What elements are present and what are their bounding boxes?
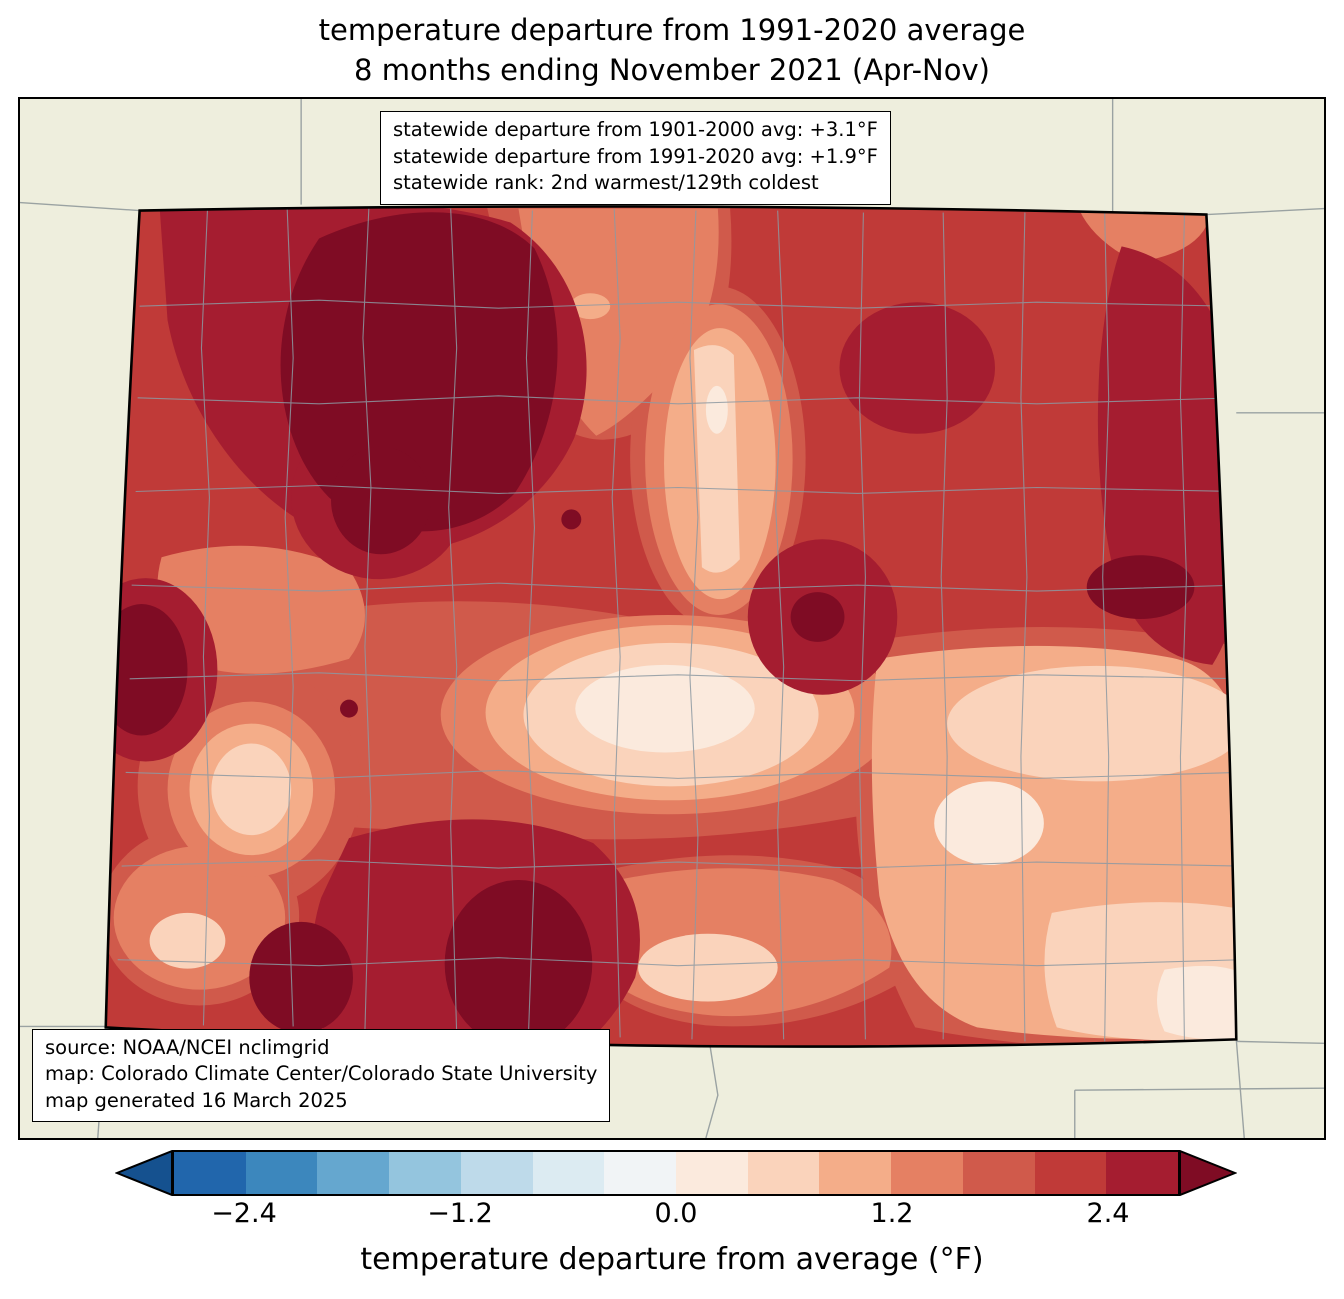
colorbar-segment	[389, 1152, 461, 1194]
contour-blob	[570, 293, 611, 320]
colorbar-segment	[532, 1152, 605, 1194]
map-frame: statewide departure from 1901-2000 avg: …	[18, 97, 1326, 1140]
contour-blob	[444, 879, 593, 1047]
contour-blob	[211, 743, 292, 836]
colorbar-segment	[460, 1152, 533, 1194]
contour-blob	[249, 921, 353, 1034]
chart-title: temperature departure from 1991-2020 ave…	[0, 10, 1344, 90]
colorbar	[115, 1150, 1237, 1196]
contour-blob	[561, 509, 582, 530]
colorbar-segments	[172, 1150, 1180, 1196]
contour-blob	[331, 446, 431, 555]
colorbar-segment	[747, 1152, 820, 1194]
contour-blob	[947, 665, 1237, 782]
colorbar-tick-label: 2.4	[1086, 1198, 1130, 1229]
colorbar-segment	[604, 1152, 677, 1194]
stats-line-3: statewide rank: 2nd warmest/129th coldes…	[393, 171, 819, 194]
colorado-map	[20, 99, 1324, 1138]
stats-line-2: statewide departure from 1991-2020 avg: …	[393, 144, 878, 168]
contour-blob	[934, 781, 1044, 866]
temperature-contours	[105, 206, 1237, 1047]
colorbar-tick-labels: −2.4 −1.2 0.0 1.2 2.4	[172, 1198, 1180, 1234]
colorbar-segment	[819, 1152, 892, 1194]
state-border	[104, 205, 1238, 1048]
colorbar-segment	[317, 1152, 390, 1194]
colorbar-axis-label: temperature departure from average (°F)	[360, 1242, 984, 1277]
colorbar-segment	[962, 1152, 1035, 1194]
stats-line-1: statewide departure from 1901-2000 avg: …	[393, 118, 878, 141]
title-line-2: 8 months ending November 2021 (Apr-Nov)	[354, 53, 990, 87]
source-line-2: map: Colorado Climate Center/Colorado St…	[45, 1062, 598, 1085]
colorbar-segment	[245, 1152, 318, 1194]
contour-blob	[575, 664, 755, 753]
source-line-1: source: NOAA/NCEI nclimgrid	[45, 1035, 330, 1059]
colorbar-segment	[174, 1152, 246, 1194]
contour-blob	[340, 699, 358, 718]
colorbar-tick-label: 0.0	[654, 1198, 698, 1229]
colorbar-tick-label: 1.2	[870, 1198, 914, 1229]
colorbar-tick-label: −1.2	[427, 1198, 493, 1229]
neighbor-state-borders	[20, 99, 1324, 1138]
source-line-3: map generated 16 March 2025	[45, 1088, 348, 1112]
contour-blob	[1078, 208, 1211, 263]
contour-blob	[790, 592, 845, 642]
colorbar-segment	[676, 1152, 748, 1194]
contour-blob	[149, 912, 226, 969]
colorbar-segment	[891, 1152, 963, 1194]
county-borders	[117, 206, 1237, 1042]
colorbar-tick-label: −2.4	[211, 1198, 277, 1229]
colorbar-over-arrow	[1180, 1150, 1237, 1196]
stats-box: statewide departure from 1901-2000 avg: …	[380, 111, 891, 205]
colorbar-under-arrow	[115, 1150, 172, 1196]
source-box: source: NOAA/NCEI nclimgrid map: Colorad…	[32, 1028, 611, 1122]
contour-blob	[638, 933, 778, 1002]
contour-blob	[280, 212, 558, 532]
contour-blob	[705, 385, 728, 434]
colorbar-segment	[1034, 1152, 1107, 1194]
contour-blob	[839, 302, 996, 434]
contour-blob	[1157, 965, 1237, 1040]
title-line-1: temperature departure from 1991-2020 ave…	[318, 13, 1026, 47]
contour-blob	[1086, 555, 1195, 619]
colorbar-segment	[1106, 1152, 1179, 1194]
